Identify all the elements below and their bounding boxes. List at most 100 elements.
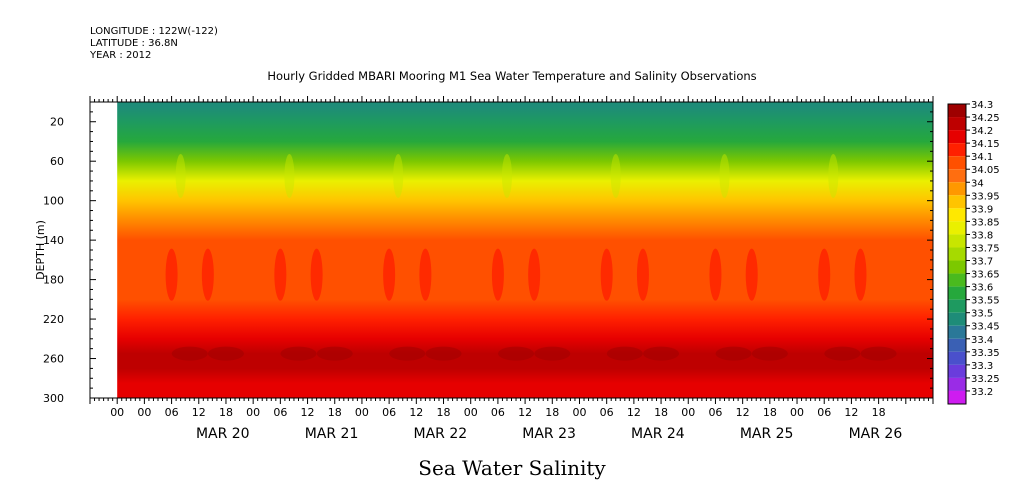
colorbar-swatch xyxy=(948,208,966,222)
salinity-feature xyxy=(534,346,571,361)
salinity-feature xyxy=(854,248,867,301)
x-hour-label: 00 xyxy=(137,406,151,419)
y-tick-label: 20 xyxy=(50,116,64,129)
colorbar-label: 33.6 xyxy=(971,283,993,294)
x-hour-label: 06 xyxy=(165,406,179,419)
x-date-label: MAR 26 xyxy=(849,426,903,442)
x-hour-label: 00 xyxy=(464,406,478,419)
latitude-label: LATITUDE : 36.8N xyxy=(90,38,178,49)
colorbar-label: 34.05 xyxy=(971,165,1000,176)
x-axis: 00 00 06 12 18 00 06 12 18 00 06 12 18 00 06 12 18 00 06 12… xyxy=(89,96,934,442)
colorbar-label: 33.25 xyxy=(971,374,1000,385)
colorbar-swatch xyxy=(948,104,966,118)
x-hour-label: 12 xyxy=(736,406,750,419)
salinity-feature xyxy=(860,346,897,361)
colorbar-swatch xyxy=(948,260,966,274)
colorbar-swatch xyxy=(948,377,966,391)
x-hour-label: 06 xyxy=(600,406,614,419)
colorbar-label: 33.75 xyxy=(971,243,1000,254)
salinity-feature xyxy=(828,154,839,198)
salinity-feature xyxy=(751,346,788,361)
x-axis-title: Sea Water Salinity xyxy=(418,456,606,480)
colorbar-label: 33.95 xyxy=(971,191,1000,202)
y-tick-label: 180 xyxy=(43,274,64,287)
plot-area xyxy=(89,101,934,399)
x-hour-label: 12 xyxy=(627,406,641,419)
x-hour-label: 18 xyxy=(545,406,559,419)
colorbar-swatch xyxy=(948,130,966,144)
x-hour-label: 12 xyxy=(844,406,858,419)
salinity-feature xyxy=(393,154,404,198)
salinity-feature xyxy=(606,346,643,361)
salinity-feature xyxy=(498,346,535,361)
x-date-label: MAR 21 xyxy=(305,426,359,442)
salinity-feature xyxy=(715,346,752,361)
colorbar-label: 33.35 xyxy=(971,348,1000,359)
colorbar-label: 34.1 xyxy=(971,152,993,163)
salinity-feature xyxy=(528,248,541,301)
salinity-feature xyxy=(383,248,396,301)
colorbar-frame xyxy=(947,103,967,405)
salinity-feature xyxy=(284,154,295,198)
x-hour-label: 06 xyxy=(708,406,722,419)
salinity-feature xyxy=(636,248,649,301)
colorbar-swatch xyxy=(948,338,966,352)
colorbar-label: 33.8 xyxy=(971,230,993,241)
y-tick-label: 220 xyxy=(43,313,64,326)
y-axis-label: DEPTH (m) xyxy=(34,220,47,280)
x-hour-label: 18 xyxy=(763,406,777,419)
chart-title: Hourly Gridded MBARI Mooring M1 Sea Wate… xyxy=(267,69,756,83)
colorbar-swatch xyxy=(948,299,966,313)
salinity-feature xyxy=(719,154,730,198)
x-hour-label: 00 xyxy=(246,406,260,419)
salinity-feature xyxy=(818,248,831,301)
x-date-label: MAR 20 xyxy=(196,426,250,442)
colorbar-swatch xyxy=(948,351,966,365)
colorbar-swatch xyxy=(948,247,966,261)
colorbar-label: 33.4 xyxy=(971,335,993,346)
colorbar-label: 33.5 xyxy=(971,309,993,320)
colorbar-swatch xyxy=(948,169,966,183)
colorbar-swatch xyxy=(948,234,966,248)
salinity-feature xyxy=(280,346,317,361)
colorbar-label: 33.85 xyxy=(971,217,1000,228)
salinity-feature xyxy=(745,248,758,301)
colorbar-label: 34.2 xyxy=(971,126,993,137)
colorbar-swatch xyxy=(948,221,966,235)
salinity-feature xyxy=(201,248,214,301)
x-hour-label: 00 xyxy=(110,406,124,419)
colorbar-label: 34.3 xyxy=(971,100,993,111)
y-tick-label: 60 xyxy=(50,155,64,168)
colorbar-label: 34.15 xyxy=(971,139,1000,150)
year-label: YEAR : 2012 xyxy=(89,50,151,61)
x-hour-label: 18 xyxy=(872,406,886,419)
salinity-feature xyxy=(610,154,621,198)
x-hour-label: 06 xyxy=(491,406,505,419)
salinity-feature xyxy=(310,248,323,301)
x-hour-label: 12 xyxy=(409,406,423,419)
x-date-label: MAR 23 xyxy=(522,426,576,442)
colorbar-swatch xyxy=(948,117,966,131)
salinity-feature xyxy=(316,346,353,361)
y-tick-label: 300 xyxy=(43,392,64,405)
colorbar-swatch xyxy=(948,286,966,300)
x-date-label: MAR 24 xyxy=(631,426,685,442)
x-hour-label: 06 xyxy=(382,406,396,419)
y-tick-label: 100 xyxy=(43,195,64,208)
x-hour-label: 12 xyxy=(518,406,532,419)
salinity-feature xyxy=(171,346,208,361)
colorbar-label: 33.2 xyxy=(971,387,993,398)
longitude-label: LONGITUDE : 122W(-122) xyxy=(90,26,218,37)
colorbar-swatch xyxy=(948,312,966,326)
colorbar-label: 33.3 xyxy=(971,361,993,372)
salinity-feature xyxy=(389,346,426,361)
salinity-feature xyxy=(501,154,512,198)
colorbar-swatch xyxy=(948,273,966,287)
salinity-feature xyxy=(274,248,287,301)
colorbar-label: 34 xyxy=(971,178,984,189)
colorbar-label: 33.45 xyxy=(971,322,1000,333)
x-hour-label: 18 xyxy=(437,406,451,419)
colorbar-label: 33.7 xyxy=(971,257,993,268)
salinity-feature xyxy=(824,346,861,361)
